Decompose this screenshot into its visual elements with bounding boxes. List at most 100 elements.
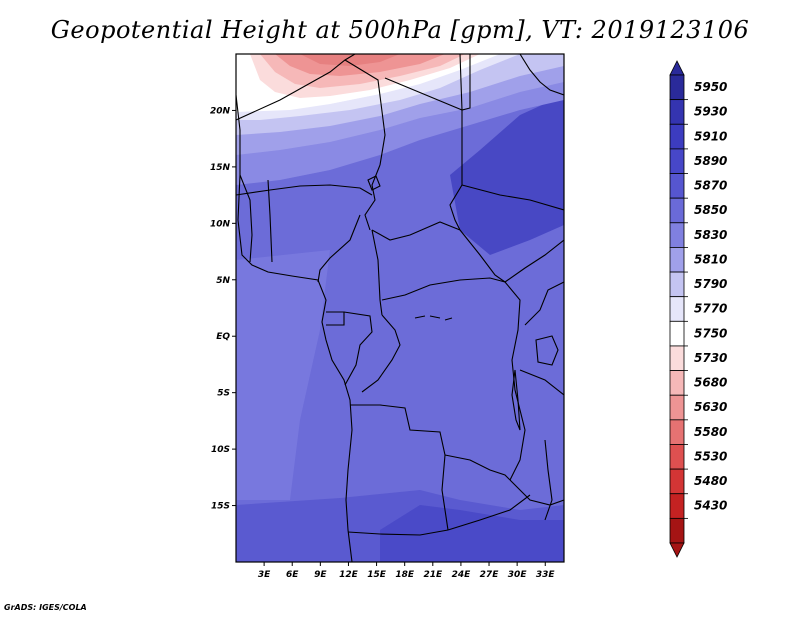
colorbar-swatch bbox=[669, 123, 685, 150]
border-zambia-south bbox=[447, 494, 531, 531]
colorbar-swatch bbox=[669, 444, 685, 470]
grads-credit: GrADS: IGES/COLA bbox=[4, 603, 87, 612]
colorbar-swatch bbox=[669, 468, 685, 495]
x-tick-label: 27E bbox=[480, 570, 500, 580]
colorbar-swatch bbox=[669, 271, 685, 298]
colorbar-label: 5790 bbox=[694, 277, 727, 291]
colorbar-label: 5910 bbox=[694, 129, 727, 143]
border-angola-zambia bbox=[441, 454, 449, 531]
map-frame bbox=[235, 53, 565, 563]
border-niger-chad bbox=[364, 164, 381, 231]
border-malawi bbox=[544, 439, 553, 521]
colorbar-label: 5850 bbox=[694, 203, 727, 217]
colorbar-swatch bbox=[669, 173, 685, 199]
colorbar-label: 5630 bbox=[694, 400, 727, 414]
y-tick-label: 5S bbox=[217, 389, 230, 399]
x-axis: 3E 6E 9E 12E 15E 18E 21E 24E 27E 30E 33E bbox=[258, 562, 556, 580]
geopotential-field bbox=[236, 54, 564, 562]
map-title: Geopotential Height at 500hPa [gpm], VT:… bbox=[50, 16, 750, 44]
colorbar-arrow-bottom bbox=[669, 542, 685, 558]
field-band-ne bbox=[450, 95, 564, 255]
colorbar-swatch bbox=[669, 345, 685, 371]
colorbar-swatch bbox=[669, 247, 685, 273]
lake-victoria bbox=[535, 335, 559, 366]
colorbar-swatch bbox=[669, 394, 685, 421]
field-band-west bbox=[236, 250, 330, 500]
border-sudan-south bbox=[461, 184, 564, 211]
colorbar-label: 5830 bbox=[694, 228, 727, 242]
border-angola-drc bbox=[350, 404, 446, 456]
border-mozambique bbox=[509, 479, 564, 506]
colorbar-swatch bbox=[669, 320, 685, 347]
border-congo-drc bbox=[361, 314, 401, 393]
colorbar-arrow-top bbox=[669, 60, 685, 76]
border-benin bbox=[267, 179, 273, 263]
border-drc-zambia bbox=[444, 454, 511, 481]
border-niger-nigeria bbox=[236, 184, 373, 196]
colorbar-swatch bbox=[669, 148, 685, 174]
border-congo-gabon bbox=[343, 311, 373, 386]
colorbar-label: 5870 bbox=[694, 179, 727, 193]
border-chad-car bbox=[371, 221, 461, 241]
colorbar-swatch bbox=[669, 493, 685, 519]
x-tick-label: 3E bbox=[258, 570, 271, 580]
colorbar-label: 5480 bbox=[694, 474, 727, 488]
colorbar: 5950 5930 5910 5890 5870 5850 5830 5810 5790 5770… bbox=[669, 60, 727, 558]
colorbar-swatch bbox=[669, 197, 685, 224]
colorbar-label: 5580 bbox=[694, 425, 727, 439]
border-car-drc bbox=[381, 277, 506, 301]
x-tick-label: 12E bbox=[339, 570, 359, 580]
colorbar-label: 5530 bbox=[694, 449, 727, 463]
colorbar-swatch bbox=[669, 419, 685, 445]
border-algeria-niger bbox=[236, 54, 356, 121]
colorbar-label: 5930 bbox=[694, 105, 727, 119]
colorbar-swatch bbox=[669, 517, 685, 544]
red-sea-coast bbox=[519, 54, 564, 96]
colorbar-label: 5730 bbox=[694, 351, 727, 365]
atlantic-coastline bbox=[236, 94, 353, 562]
colorbar-label: 5950 bbox=[694, 80, 727, 94]
colorbar-label: 5890 bbox=[694, 154, 727, 168]
border-uganda-kenya bbox=[524, 281, 564, 326]
y-tick-label: 15N bbox=[210, 163, 231, 173]
border-car-sudan bbox=[459, 229, 506, 283]
border-ghana bbox=[239, 174, 253, 263]
colorbar-swatch bbox=[669, 99, 685, 125]
colorbar-swatch bbox=[669, 74, 685, 101]
x-tick-label: 21E bbox=[423, 570, 443, 580]
border-cameroon-car bbox=[371, 229, 383, 316]
border-tanzania bbox=[519, 369, 564, 396]
y-axis: 20N 15N 10N 5N EQ 5S 10S 15S bbox=[210, 106, 236, 512]
drc-lakes bbox=[414, 315, 453, 321]
country-borders bbox=[236, 54, 564, 562]
y-tick-label: 20N bbox=[210, 106, 231, 116]
colorbar-label: 5750 bbox=[694, 326, 727, 340]
border-angola-namibia bbox=[347, 529, 449, 536]
border-chad-east bbox=[449, 110, 463, 231]
y-tick-label: 15S bbox=[211, 502, 230, 512]
y-tick-label: 5N bbox=[216, 276, 230, 286]
x-tick-label: 33E bbox=[536, 570, 556, 580]
x-tick-label: 18E bbox=[395, 570, 415, 580]
colorbar-label: 5430 bbox=[694, 499, 727, 513]
x-tick-label: 6E bbox=[286, 570, 299, 580]
x-tick-label: 9E bbox=[314, 570, 327, 580]
border-libya-chad bbox=[384, 77, 463, 111]
colorbar-swatch bbox=[669, 370, 685, 396]
border-drc-east bbox=[504, 281, 526, 481]
border-libya bbox=[344, 59, 386, 166]
border-nigeria-cameroon bbox=[317, 214, 361, 283]
colorbar-swatch bbox=[669, 296, 685, 322]
field-band-n9 bbox=[300, 54, 400, 66]
field-band-south-deep bbox=[380, 505, 564, 562]
y-tick-label: 10N bbox=[210, 219, 231, 229]
border-gabon-eqguinea bbox=[326, 311, 345, 326]
x-tick-label: 24E bbox=[452, 570, 472, 580]
y-tick-label: 10S bbox=[211, 445, 230, 455]
lake-chad bbox=[367, 175, 381, 191]
x-tick-label: 15E bbox=[367, 570, 387, 580]
colorbar-label: 5680 bbox=[694, 376, 727, 390]
lake-tanganyika bbox=[511, 369, 521, 431]
border-sudan-ethiopia bbox=[504, 239, 564, 283]
